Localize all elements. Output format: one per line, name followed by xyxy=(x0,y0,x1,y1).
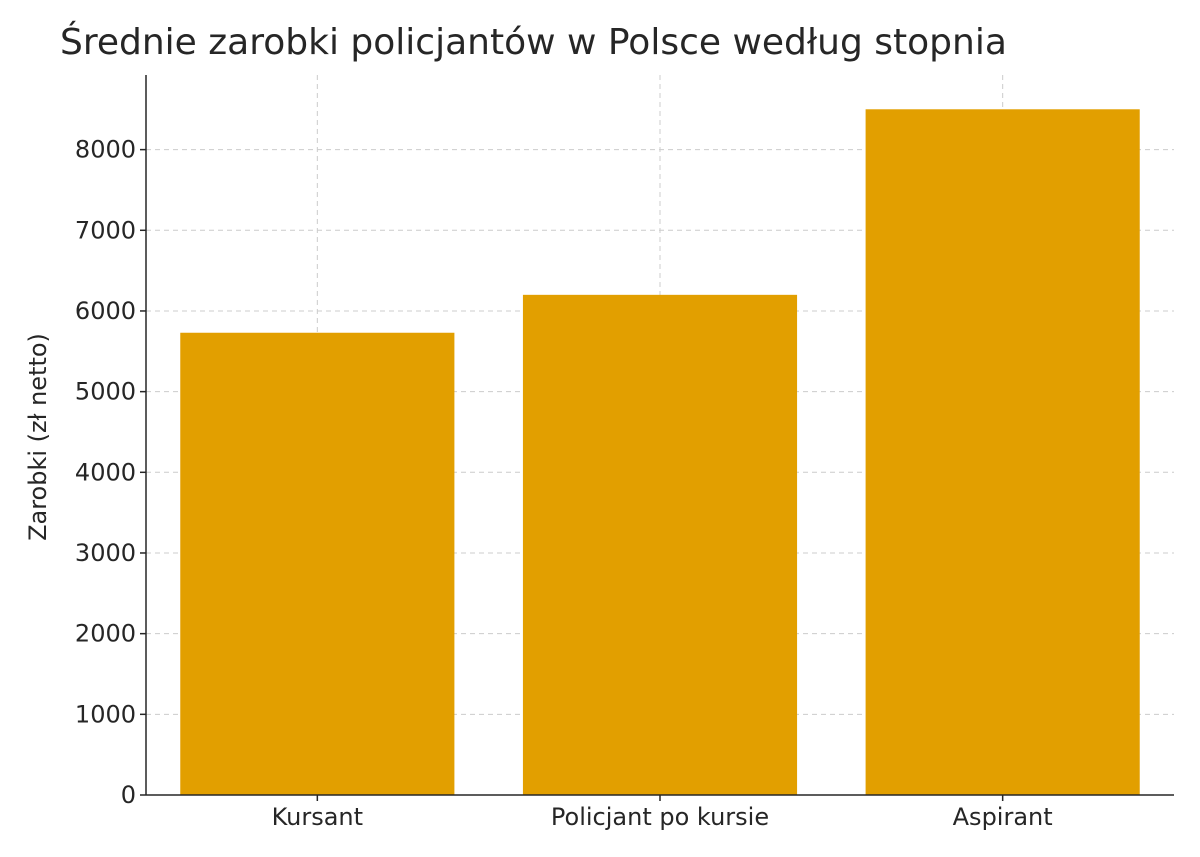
bar xyxy=(180,332,455,795)
y-tick-label: 7000 xyxy=(75,216,136,244)
x-tick-label: Policjant po kursie xyxy=(551,803,769,831)
x-tick-label: Aspirant xyxy=(953,803,1053,831)
bars xyxy=(180,109,1140,796)
bar xyxy=(522,294,798,795)
y-tick-label: 3000 xyxy=(75,539,136,567)
y-tick-label: 5000 xyxy=(75,378,136,406)
y-tick-label: 4000 xyxy=(75,458,136,486)
chart-title: Średnie zarobki policjantów w Polsce wed… xyxy=(60,22,1007,63)
y-tick-label: 1000 xyxy=(75,700,136,728)
y-tick-label: 2000 xyxy=(75,620,136,648)
bar xyxy=(865,109,1140,796)
y-tick-label: 8000 xyxy=(75,136,136,164)
axes: 0 1000 2000 3000 4000 5000 6000 7000 8000 Kursant… xyxy=(75,75,1174,831)
x-tick-label: Kursant xyxy=(272,803,363,831)
y-tick-label: 6000 xyxy=(75,297,136,325)
y-tick-label: 0 xyxy=(121,781,136,809)
